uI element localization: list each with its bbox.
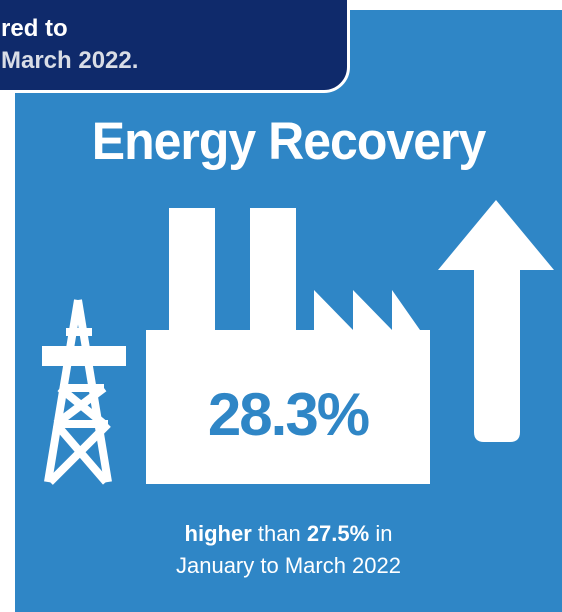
- caption-bold-word: higher: [184, 521, 252, 546]
- factory-icon: [146, 208, 430, 484]
- pylon-icon: [42, 299, 126, 485]
- caption-line-1: higher than 27.5% in: [15, 518, 562, 550]
- banner-text-line-1: red to: [1, 15, 68, 42]
- header-banner: red to March 2022.: [0, 0, 350, 93]
- up-arrow-icon: [438, 200, 554, 442]
- page-title: Energy Recovery: [91, 111, 487, 171]
- caption-text-2: in: [369, 521, 393, 546]
- caption-previous-value: 27.5%: [306, 521, 370, 546]
- energy-recovery-value: 28.3%: [207, 381, 370, 448]
- caption-text-1: than: [251, 521, 307, 546]
- comparison-caption: higher than 27.5% in January to March 20…: [15, 518, 562, 582]
- caption-line-2: January to March 2022: [175, 553, 402, 578]
- banner-text-line-2: March 2022.: [1, 47, 139, 74]
